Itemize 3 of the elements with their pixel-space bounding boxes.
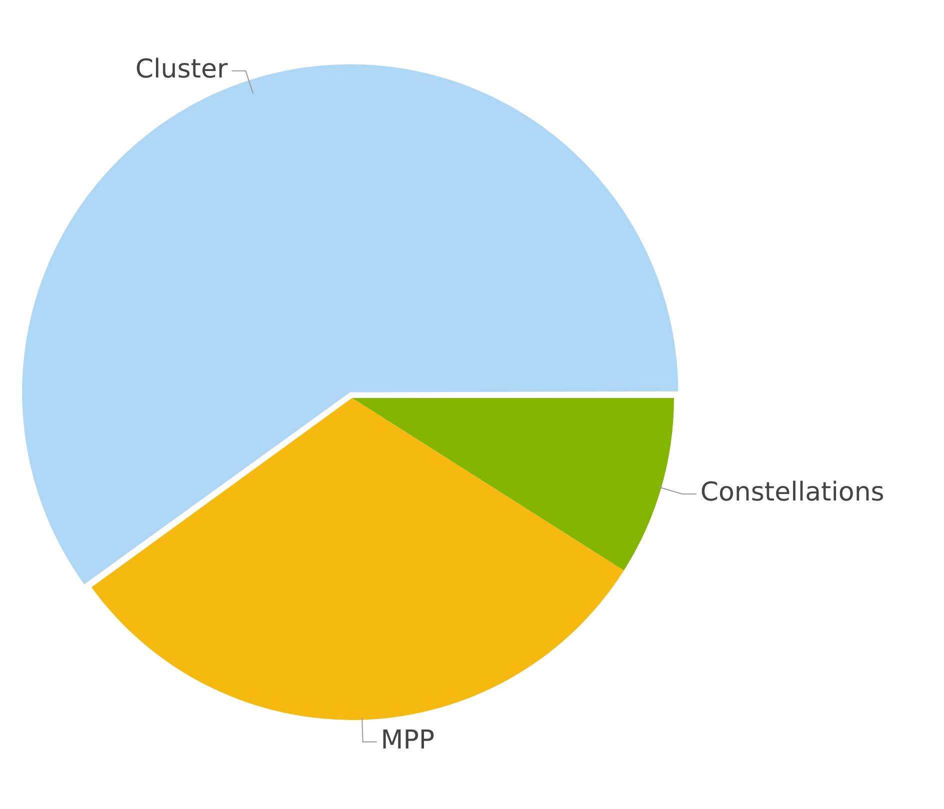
slice-label: Cluster xyxy=(135,54,228,85)
slice-label: Constellations xyxy=(700,478,884,508)
slice-label: MPP xyxy=(380,726,435,756)
